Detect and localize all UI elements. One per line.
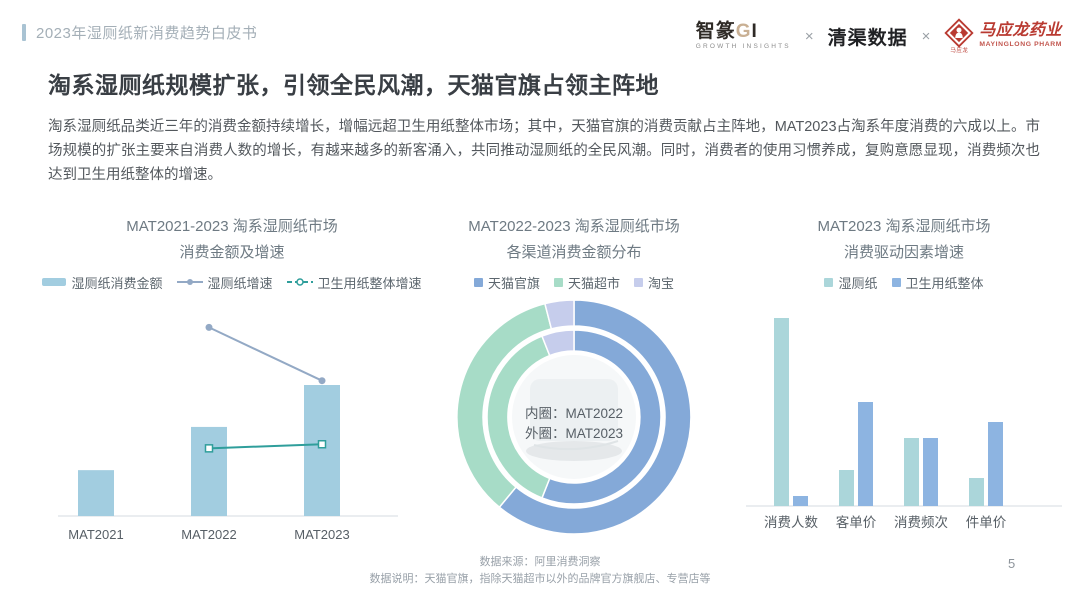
square-swatch-icon	[634, 277, 643, 287]
page-number: 5	[1008, 556, 1016, 571]
data-source: 数据来源：阿里消费洞察	[479, 556, 601, 568]
legend-item: 湿厕纸增速	[176, 273, 273, 292]
summary-paragraph: 淘系湿厕纸品类近三年的消费金额持续增长，增幅远超卫生用纸整体市场；其中，天猫官旗…	[48, 119, 1040, 184]
svg-text:内圈：MAT2022: 内圈：MAT2022	[525, 406, 623, 421]
chart-legend: 湿厕纸消费金额 湿厕纸增速 卫生用纸整体增速	[42, 272, 422, 292]
accent-bar	[22, 24, 26, 41]
mayinglong-name: 马应龙药业	[979, 22, 1062, 40]
svg-text:消费人数: 消费人数	[764, 515, 818, 530]
data-note: 数据说明：天猫官旗，指除天猫超市以外的品牌官方旗舰店、专营店等	[369, 573, 711, 585]
legend-label: 湿厕纸消费金额	[71, 275, 163, 291]
logo-separator: ×	[804, 27, 814, 45]
legend-label: 天猫官旗	[487, 275, 540, 291]
logo-separator: ×	[921, 27, 931, 45]
svg-text:客单价: 客单价	[836, 514, 877, 530]
mayinglong-diamond-icon	[944, 18, 975, 48]
bar-line-chart-canvas: MAT2021 MAT2022 MAT2023	[58, 323, 398, 542]
legend-label: 淘宝	[648, 275, 675, 291]
zhizhuan-wordmark: 智篆GI	[696, 22, 791, 41]
legend-item: 湿厕纸消费金额	[42, 273, 163, 292]
svg-text:件单价: 件单价	[966, 515, 1007, 530]
breadcrumb-label: 2023年湿厕纸新消费趋势白皮书	[36, 25, 258, 42]
legend-item: 淘宝	[634, 273, 674, 292]
chart-channel-distribution: MAT2022-2023 淘系湿厕纸市场 各渠道消费金额分布 天猫官旗 天猫超市 淘…	[428, 214, 720, 546]
legend-item: 湿厕纸	[824, 273, 878, 292]
mayinglong-wordmark: 马应龙药业 MAYINGLONG PHARM	[979, 23, 1062, 49]
chart-title-line2: 消费驱动因素增速	[843, 244, 964, 261]
square-swatch-icon	[891, 277, 901, 287]
breadcrumb: 2023年湿厕纸新消费趋势白皮书	[22, 16, 257, 43]
svg-text:消费频次: 消费频次	[894, 515, 948, 530]
legend-label: 卫生用纸整体增速	[317, 275, 422, 291]
chart-title-line2: 消费金额及增速	[179, 244, 285, 261]
footer: 数据来源：阿里消费洞察 数据说明：天猫官旗，指除天猫超市以外的品牌官方旗舰店、专…	[0, 554, 1080, 588]
line-swatch-icon	[176, 279, 203, 285]
square-swatch-icon	[553, 277, 563, 287]
legend-label: 湿厕纸增速	[207, 275, 273, 291]
zhizhuan-cn: 智篆	[695, 21, 736, 42]
brand-logos: 智篆GI GROWTH INSIGHTS × 清渠数据 × 马应龙 马应龙药业	[696, 16, 1062, 55]
chart-legend: 湿厕纸 卫生用纸整体	[736, 272, 1072, 292]
legend-item: 天猫超市	[553, 273, 620, 292]
chart-amount-growth: MAT2021-2023 淘系湿厕纸市场 消费金额及增速 湿厕纸消费金额 湿厕纸增…	[42, 214, 422, 552]
chart-driver-growth: MAT2023 淘系湿厕纸市场 消费驱动因素增速 湿厕纸 卫生用纸整体 消费人数 客…	[736, 214, 1072, 538]
mayinglong-logo: 马应龙 马应龙药业 MAYINGLONG PHARM	[944, 18, 1062, 55]
svg-text:MAT2022: MAT2022	[181, 527, 236, 542]
mayinglong-emblem: 马应龙	[944, 18, 975, 55]
donut-chart-canvas: 内圈：MAT2022 外圈：MAT2023	[456, 299, 692, 535]
qingqu-logo: 清渠数据	[827, 27, 908, 49]
page-title: 淘系湿厕纸规模扩张，引领全民风潮，天猫官旗占领主阵地	[48, 72, 659, 98]
zhizhuan-i: I	[751, 21, 758, 42]
legend-item: 卫生用纸整体增速	[286, 273, 422, 292]
dashed-line-swatch-icon	[286, 278, 313, 286]
zhizhuan-subtext: GROWTH INSIGHTS	[695, 43, 791, 50]
legend-label: 天猫超市	[567, 275, 620, 291]
svg-text:MAT2021: MAT2021	[68, 527, 123, 542]
square-swatch-icon	[824, 277, 834, 287]
legend-label: 卫生用纸整体	[905, 275, 984, 291]
mayinglong-subtext: MAYINGLONG PHARM	[979, 41, 1062, 49]
legend-label: 湿厕纸	[838, 275, 878, 291]
svg-text:外圈：MAT2023: 外圈：MAT2023	[525, 426, 623, 441]
chart-title-line1: MAT2023 淘系湿厕纸市场	[817, 218, 991, 235]
header: 2023年湿厕纸新消费趋势白皮书 智篆GI GROWTH INSIGHTS × …	[22, 16, 1062, 55]
bar-swatch-icon	[42, 278, 67, 286]
legend-item: 天猫官旗	[473, 273, 540, 292]
grouped-bar-chart-canvas: 消费人数 客单价 消费频次 件单价	[746, 318, 1062, 530]
square-swatch-icon	[473, 277, 483, 287]
zhizhuan-g: G	[735, 21, 752, 42]
svg-text:MAT2023: MAT2023	[294, 527, 349, 542]
zhizhuan-logo: 智篆GI GROWTH INSIGHTS	[696, 22, 791, 51]
chart-legend: 天猫官旗 天猫超市 淘宝	[428, 272, 720, 292]
chart-title-line1: MAT2021-2023 淘系湿厕纸市场	[126, 218, 338, 235]
chart-title-line2: 各渠道消费金额分布	[506, 244, 642, 261]
chart-title-line1: MAT2022-2023 淘系湿厕纸市场	[468, 218, 680, 235]
mayinglong-emblem-caption: 马应龙	[950, 48, 969, 54]
legend-item: 卫生用纸整体	[891, 273, 984, 292]
